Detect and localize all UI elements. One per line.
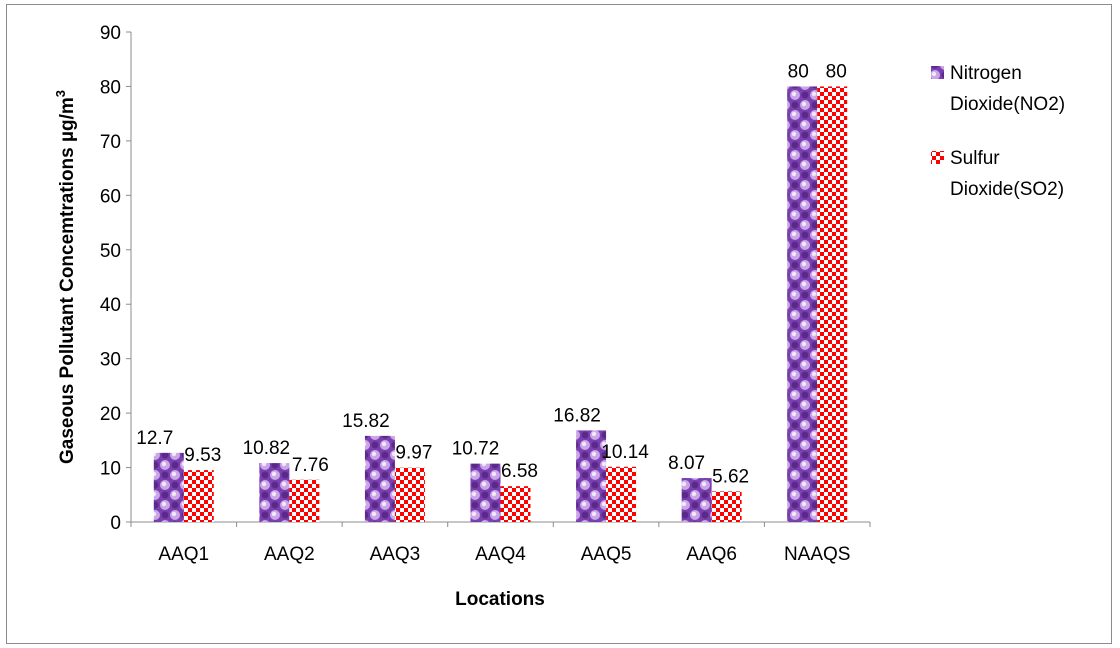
bar-so2-aaq5	[606, 466, 637, 522]
data-label-so2-naaqs: 80	[826, 61, 847, 82]
data-label-so2-aaq4: 6.58	[501, 461, 538, 482]
chart-frame	[6, 4, 1112, 644]
x-tick-label: AAQ3	[370, 544, 421, 565]
legend-label-so2-line1: Sulfur	[950, 148, 1000, 169]
y-tick-label: 70	[100, 132, 121, 153]
bars	[153, 86, 848, 522]
bar-so2-aaq3	[394, 467, 425, 522]
y-tick-label: 40	[100, 295, 121, 316]
legend-swatch-so2	[931, 151, 944, 164]
data-label-no2-aaq3: 15.82	[342, 411, 390, 432]
bar-so2-aaq6	[711, 491, 742, 522]
bar-no2-aaq4	[470, 463, 501, 522]
y-tick-label: 50	[100, 241, 121, 262]
y-ticks: 0 10 20 30 40 50 60 70 80 90	[100, 23, 131, 534]
bar-so2-aaq2	[289, 479, 320, 522]
data-label-so2-aaq6: 5.62	[712, 466, 749, 487]
legend-label-no2: Nitrogen Dioxide(NO2)	[950, 63, 1065, 115]
legend-label-so2-line2: Dioxide(SO2)	[950, 179, 1064, 200]
y-tick-label: 60	[100, 186, 121, 207]
data-label-no2-aaq2: 10.82	[243, 438, 291, 459]
bar-no2-aaq3	[364, 435, 395, 522]
legend-label-no2-line1: Nitrogen	[950, 63, 1022, 84]
legend-label-no2-line2: Dioxide(NO2)	[950, 94, 1065, 115]
bar-no2-aaq5	[576, 430, 607, 522]
y-axis-title: Gaseous Pollutant Concemtrations µg/m3	[53, 90, 78, 464]
data-label-no2-aaq5: 16.82	[553, 405, 601, 426]
bar-so2-aaq1	[183, 470, 214, 522]
bar-no2-aaq6	[681, 478, 712, 522]
y-tick-label: 20	[100, 404, 121, 425]
x-tick-label: AAQ6	[686, 544, 737, 565]
x-tick-label: AAQ2	[264, 544, 315, 565]
data-label-no2-aaq4: 10.72	[452, 439, 500, 460]
y-tick-label: 10	[100, 459, 121, 480]
legend-label-so2: Sulfur Dioxide(SO2)	[950, 148, 1064, 200]
x-tick-label: NAAQS	[784, 544, 851, 565]
x-ticks: AAQ1 AAQ2 AAQ3 AAQ4 AAQ5 AAQ6 NAAQS	[130, 522, 871, 565]
data-label-so2-aaq2: 7.76	[292, 455, 329, 476]
legend-swatch-no2	[931, 66, 944, 79]
x-axis-title: Locations	[455, 589, 545, 610]
y-tick-label: 30	[100, 350, 121, 371]
data-label-so2-aaq5: 10.14	[601, 442, 649, 463]
x-tick-label: AAQ1	[158, 544, 209, 565]
data-label-so2-aaq3: 9.97	[395, 443, 432, 464]
y-axis-title-superscript: 3	[53, 90, 68, 97]
bar-so2-naaqs	[817, 86, 848, 522]
bar-no2-naaqs	[787, 86, 818, 522]
data-label-so2-aaq1: 9.53	[184, 445, 221, 466]
y-tick-label: 0	[110, 513, 121, 534]
bar-so2-aaq4	[500, 486, 531, 522]
legend: Nitrogen Dioxide(NO2) Sulfur Dioxide(SO2…	[931, 63, 1065, 200]
bar-no2-aaq1	[153, 452, 184, 522]
data-label-no2-aaq6: 8.07	[668, 453, 705, 474]
data-labels: 12.7 9.53 10.827.76 15.829.97 10.726.58 16.82…	[136, 61, 846, 487]
x-tick-label: AAQ4	[475, 544, 526, 565]
y-axis-title-main: Gaseous Pollutant Concemtrations µg/m	[57, 97, 78, 464]
y-tick-label: 90	[100, 23, 121, 44]
x-tick-label: AAQ5	[581, 544, 632, 565]
data-label-no2-naaqs: 80	[788, 61, 809, 82]
bar-no2-aaq2	[259, 463, 290, 522]
y-tick-label: 80	[100, 77, 121, 98]
data-label-no2-aaq1: 12.7	[136, 428, 173, 449]
